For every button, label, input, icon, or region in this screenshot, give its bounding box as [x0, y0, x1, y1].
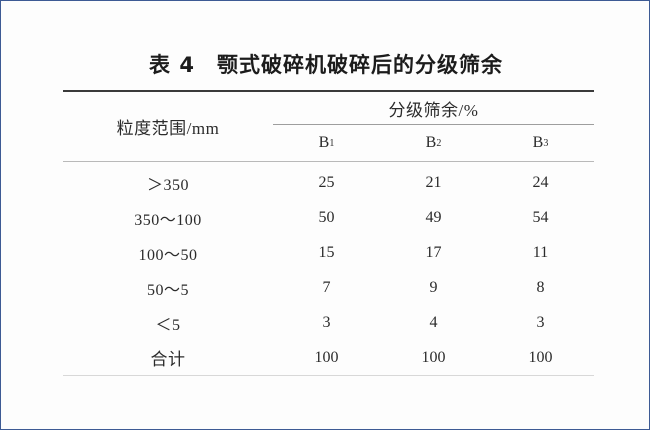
cell-b1: 25: [318, 173, 335, 191]
cell-size-range: 100～50: [138, 246, 198, 264]
cell-b3: 11: [532, 243, 549, 261]
cell-b3: 54: [532, 208, 549, 226]
table-header-rule: [63, 161, 594, 162]
cell-b3: 3: [536, 313, 545, 331]
column-header-b2-index: 2: [436, 137, 442, 149]
column-header-size-range: 粒度范围/mm: [63, 92, 273, 161]
cell-size-range: ＜5: [155, 316, 181, 334]
cell-b2: 9: [429, 278, 438, 296]
column-header-b1-index: 1: [329, 137, 335, 149]
cell-b1: 50: [318, 208, 335, 226]
column-group-rule: [273, 124, 594, 125]
table-caption: 表 4 颚式破碎机破碎后的分级筛余: [149, 53, 503, 77]
cell-b2: 4: [429, 313, 438, 331]
cell-b1: 100: [314, 348, 339, 366]
cell-b3: 100: [528, 348, 553, 366]
cell-b1: 3: [322, 313, 331, 331]
table-row: 100～50 15 17 11: [63, 235, 594, 270]
cell-size-range: 50～5: [146, 281, 189, 299]
table-row: ＞350 25 21 24: [63, 165, 594, 200]
table-top-rule: [63, 90, 594, 92]
column-group-label: 分级筛余/%: [388, 100, 479, 120]
cell-b2: 21: [425, 173, 442, 191]
cell-size-range: ＞350: [146, 176, 189, 194]
cell-b1: 15: [318, 243, 335, 261]
cell-size-range: 合计: [150, 350, 186, 369]
column-header-size-range-label: 粒度范围/mm: [116, 119, 220, 138]
cell-b3: 24: [532, 173, 549, 191]
column-header-b1-base: B: [318, 134, 330, 151]
cell-size-range: 350～100: [134, 211, 202, 229]
table-body: ＞350 25 21 24 350～100 50 49 54 100～50 15…: [63, 162, 594, 375]
cell-b2: 49: [425, 208, 442, 226]
table-bottom-rule: [63, 375, 594, 376]
column-header-b3-base: B: [532, 134, 544, 151]
table-row: 50～5 7 9 8: [63, 270, 594, 305]
column-header-b2-base: B: [425, 134, 437, 151]
column-header-b3-index: 3: [543, 137, 549, 149]
table-row: 350～100 50 49 54: [63, 200, 594, 235]
table-row-total: 合计 100 100 100: [63, 340, 594, 375]
table-row: ＜5 3 4 3: [63, 305, 594, 340]
cell-b1: 7: [322, 278, 331, 296]
cell-b2: 100: [421, 348, 446, 366]
cell-b2: 17: [425, 243, 442, 261]
cell-b3: 8: [536, 278, 545, 296]
